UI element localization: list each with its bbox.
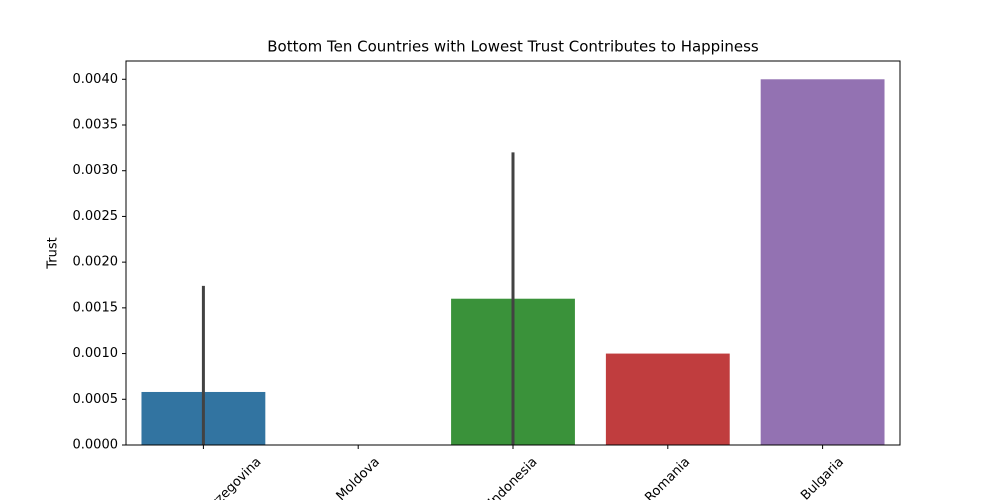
x-tick-label: Indonesia [485,455,540,500]
bar [605,353,730,445]
y-tick-label: 0.0035 [73,118,119,133]
y-tick-label: 0.0030 [73,163,119,178]
y-tick-label: 0.0015 [73,300,119,315]
x-tick-label: Romania [642,455,693,500]
y-tick-label: 0.0040 [73,72,119,87]
x-tick-label: Bulgaria [798,455,847,500]
y-tick-label: 0.0005 [73,392,119,407]
chart-title: Bottom Ten Countries with Lowest Trust C… [267,38,759,56]
y-tick-label: 0.0010 [73,346,119,361]
y-tick-label: 0.0000 [73,438,119,453]
bar [760,79,885,446]
x-tick-label: Bosnia and Herzegovina [142,455,264,500]
y-axis-label: Trust [46,237,61,269]
y-tick-label: 0.0025 [73,209,119,224]
x-tick-label: Moldova [334,455,383,500]
y-tick-label: 0.0020 [73,255,119,270]
